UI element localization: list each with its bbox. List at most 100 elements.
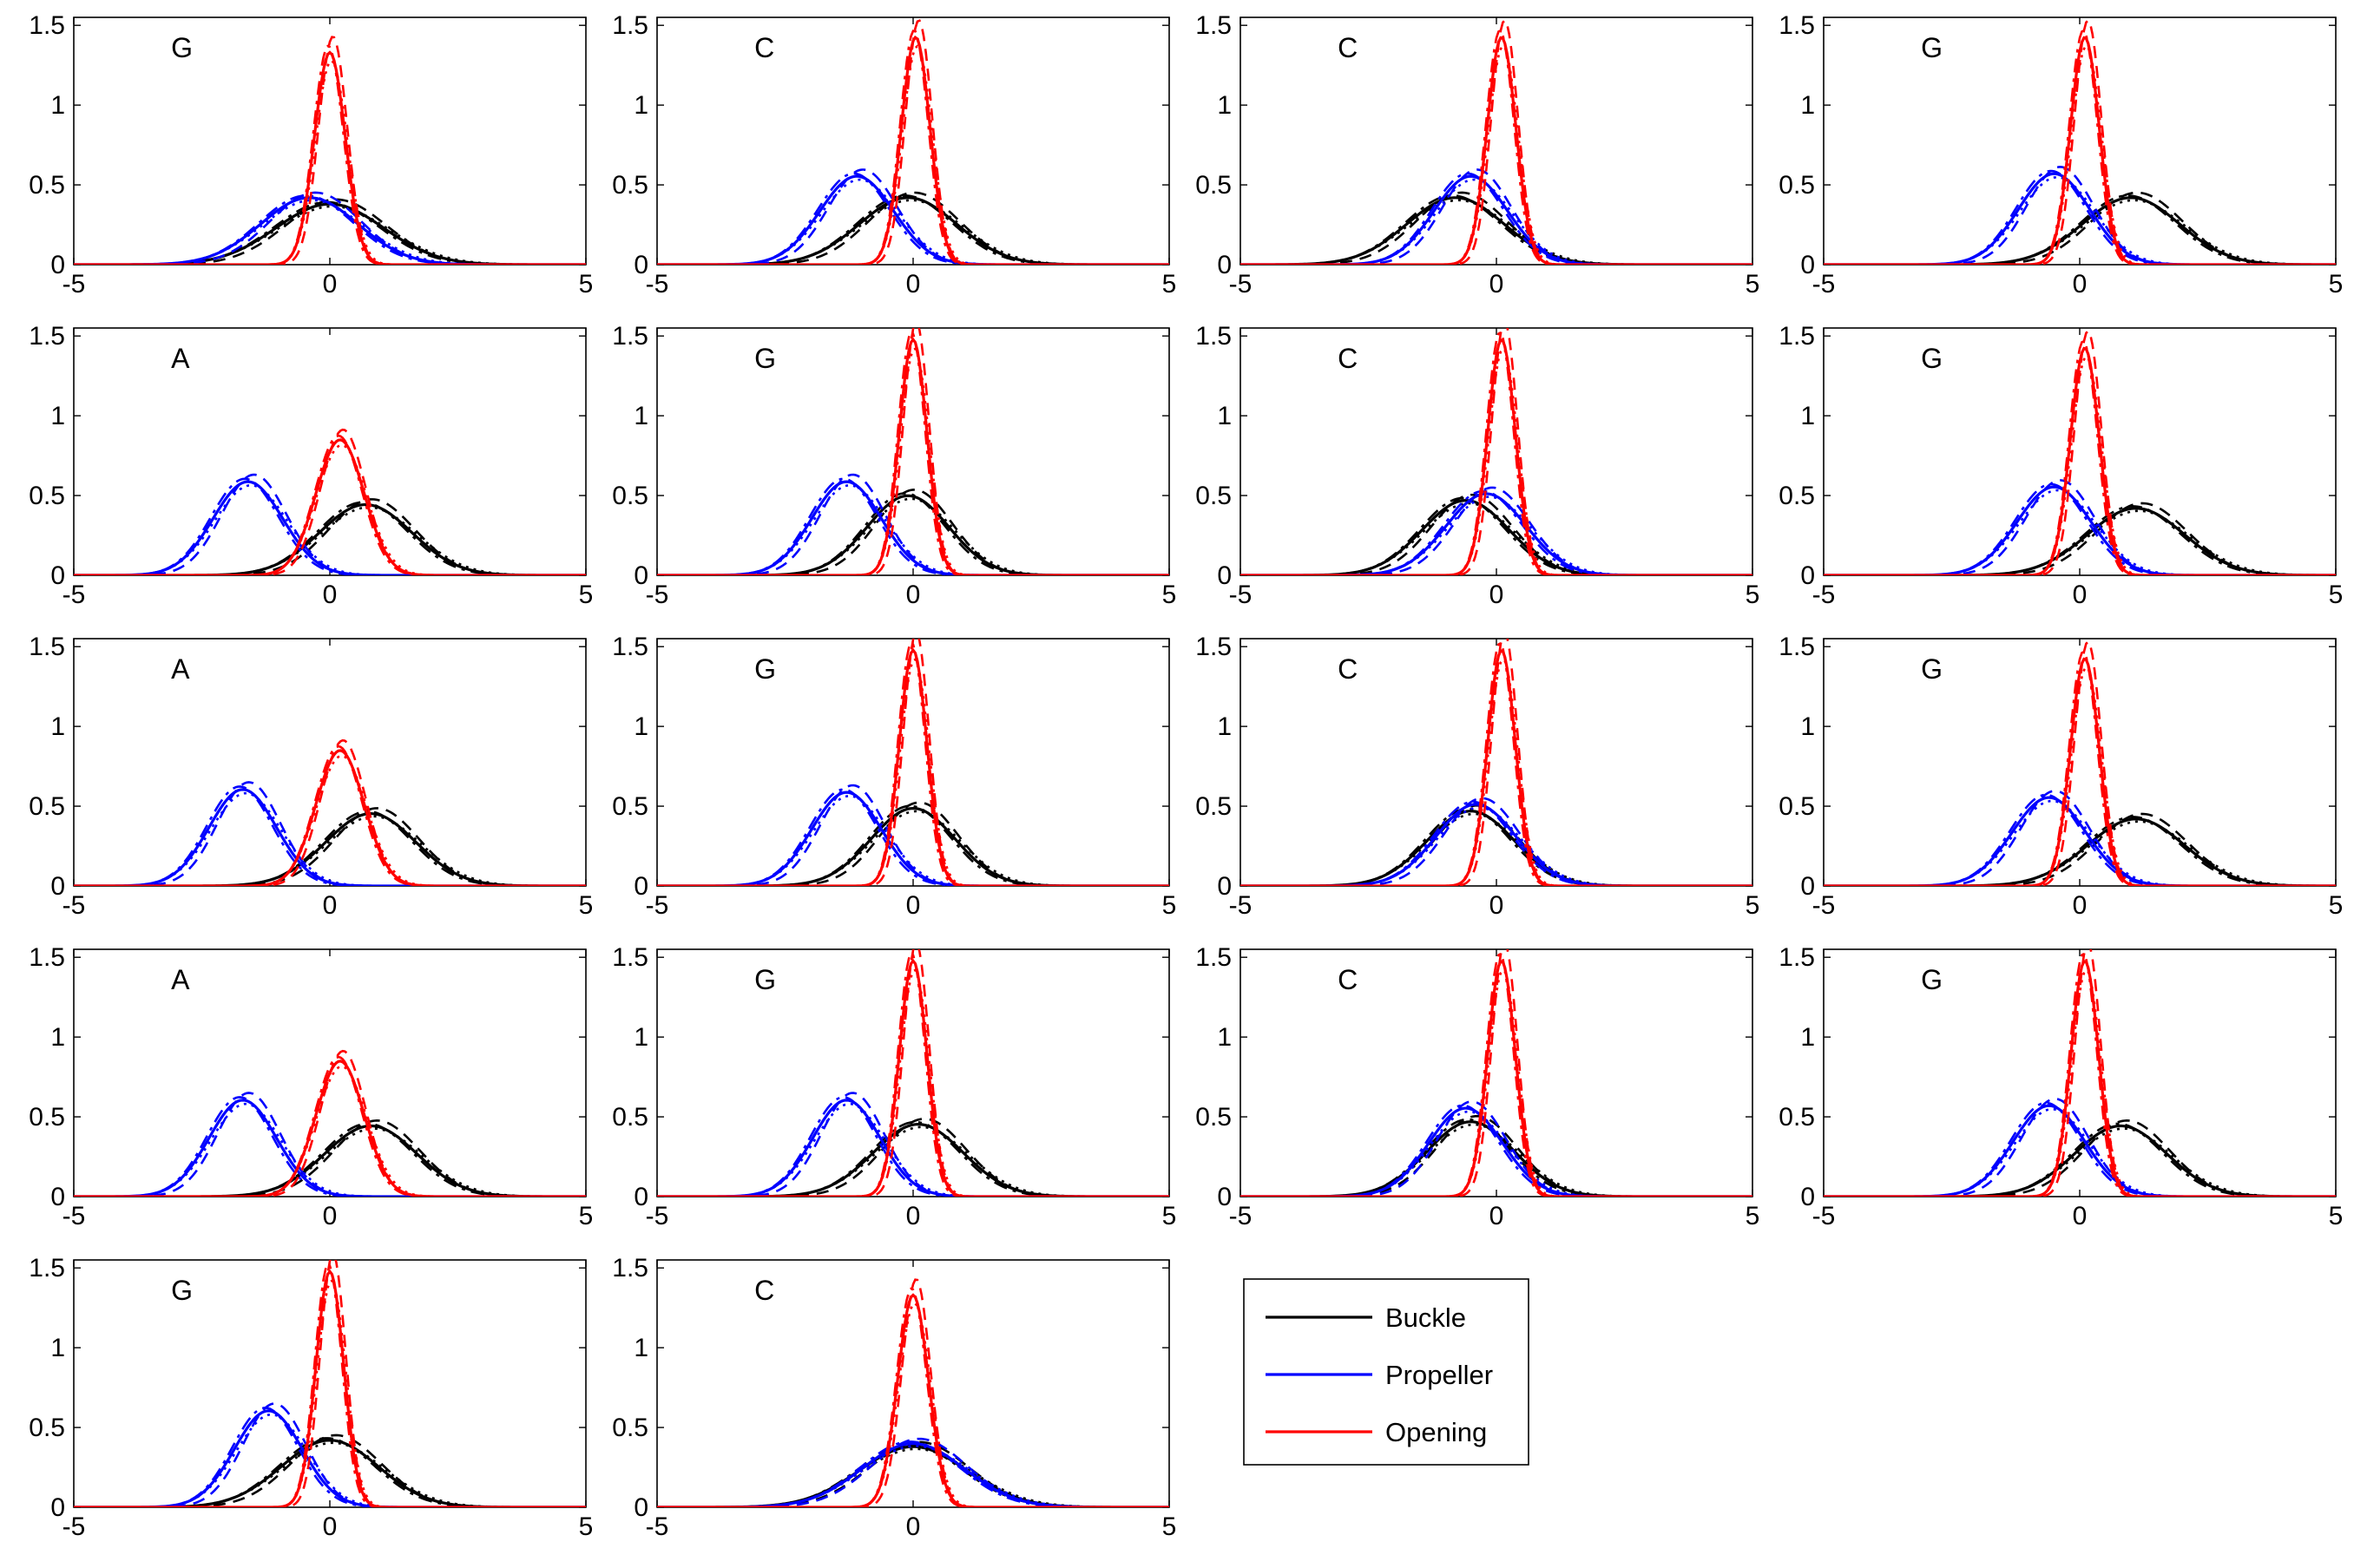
- series-opening-solid-line: [74, 1269, 586, 1507]
- panel-18: -5 0 500.511.5C: [612, 1254, 1176, 1541]
- y-tick-label: 0.5: [29, 792, 65, 821]
- panel-label: C: [754, 32, 774, 63]
- series-propeller-dotted-line: [74, 791, 586, 886]
- x-tick-label: 0: [323, 1202, 338, 1230]
- x-tick-label: 5: [1746, 1202, 1760, 1230]
- y-tick-label: 1.5: [612, 943, 648, 972]
- panel-1: -5 0 500.511.5G: [29, 11, 593, 299]
- y-tick-label: 1.5: [1195, 322, 1232, 351]
- series-opening-solid-line: [657, 958, 1169, 1197]
- x-tick-label: 5: [579, 581, 594, 609]
- x-tick-label: 0: [1489, 270, 1504, 299]
- y-tick-label: 1: [1800, 1023, 1815, 1052]
- x-tick-label: 0: [1489, 891, 1504, 920]
- x-tick-label: -5: [646, 270, 669, 299]
- series-opening-solid-line: [1240, 959, 1752, 1197]
- x-tick-label: 5: [1746, 581, 1760, 609]
- panel-label: A: [171, 964, 190, 995]
- series-buckle-dashed-line: [1824, 812, 2336, 886]
- y-tick-label: 1: [50, 1334, 65, 1362]
- series-opening-solid-line: [1824, 959, 2336, 1197]
- series-propeller-dash-dot-line: [657, 1440, 1169, 1507]
- legend-label-propeller: Propeller: [1385, 1360, 1493, 1390]
- curves: [74, 738, 586, 886]
- y-tick-label: 1: [50, 91, 65, 120]
- series-opening-solid-line: [1824, 657, 2336, 886]
- series-opening-solid-line: [1240, 338, 1752, 575]
- y-tick-label: 0: [50, 561, 65, 590]
- y-tick-label: 1.5: [612, 633, 648, 661]
- series-opening-dash-dot-line: [1824, 339, 2336, 575]
- y-tick-label: 1.5: [29, 1254, 65, 1283]
- x-tick-label: 5: [1746, 270, 1760, 299]
- y-tick-label: 0: [1800, 1183, 1815, 1211]
- x-tick-label: -5: [1229, 270, 1253, 299]
- panel-17: -5 0 500.511.5G: [29, 1254, 593, 1541]
- panels: -5 0 500.511.5G-5 0 500.511.5C-5 0 500.511.5C-…: [29, 11, 2343, 1541]
- legend-box: [1243, 1278, 1529, 1466]
- y-tick-label: 1: [50, 1023, 65, 1052]
- y-tick-label: 0: [634, 1183, 648, 1211]
- series-opening-dashed-line: [657, 1278, 1169, 1507]
- curves: [1240, 18, 1752, 265]
- panel-label: C: [1338, 653, 1358, 685]
- y-tick-label: 1: [50, 402, 65, 430]
- panel-5: -5 0 500.511.5A: [29, 322, 593, 609]
- y-tick-label: 1: [634, 1023, 648, 1052]
- curves: [74, 1049, 586, 1197]
- x-tick-label: 5: [1162, 891, 1177, 920]
- panel-13: -5 0 500.511.5A: [29, 943, 593, 1230]
- x-tick-label: 0: [1489, 1202, 1504, 1230]
- x-tick-label: 0: [323, 581, 338, 609]
- x-tick-label: 0: [323, 270, 338, 299]
- series-buckle-dash-dot-line: [1824, 194, 2336, 265]
- series-propeller-dotted-line: [1240, 495, 1752, 575]
- y-tick-label: 0.5: [1779, 482, 1815, 510]
- x-tick-label: 5: [2329, 581, 2344, 609]
- y-tick-label: 0: [50, 1493, 65, 1522]
- series-opening-dotted-line: [74, 1065, 586, 1197]
- y-tick-label: 0: [50, 872, 65, 901]
- panel-7: -5 0 500.511.5C: [1195, 322, 1759, 609]
- legend: Buckle Propeller Opening: [1243, 1278, 1529, 1466]
- y-tick-label: 0.5: [1195, 792, 1232, 821]
- series-propeller-solid-line: [74, 480, 586, 575]
- x-tick-label: 5: [1746, 891, 1760, 920]
- series-opening-dash-dot-line: [74, 1263, 586, 1507]
- y-tick-label: 0.5: [612, 482, 648, 510]
- panel-label: G: [1921, 343, 1943, 374]
- series-opening-dotted-line: [74, 443, 586, 575]
- x-tick-label: 0: [906, 891, 921, 920]
- series-propeller-dash-dot-line: [74, 194, 586, 265]
- y-tick-label: 0: [1800, 251, 1815, 279]
- x-tick-label: 5: [1162, 1202, 1177, 1230]
- panel-label: G: [1921, 964, 1943, 995]
- y-tick-label: 1.5: [1779, 11, 1815, 40]
- series-opening-solid-line: [1824, 36, 2336, 265]
- y-tick-label: 0: [634, 1493, 648, 1522]
- series-propeller-dash-dot-line: [1824, 482, 2336, 575]
- y-tick-label: 0: [1217, 1183, 1232, 1211]
- y-tick-label: 0.5: [1779, 1103, 1815, 1132]
- y-tick-label: 0.5: [612, 1414, 648, 1442]
- x-tick-label: 0: [906, 581, 921, 609]
- curves: [1824, 18, 2336, 265]
- x-tick-label: 5: [579, 1512, 594, 1541]
- series-propeller-dotted-line: [1824, 175, 2336, 265]
- x-tick-label: 0: [2073, 581, 2088, 609]
- y-tick-label: 1: [634, 402, 648, 430]
- y-tick-label: 0.5: [29, 482, 65, 510]
- y-tick-label: 0: [1217, 251, 1232, 279]
- x-tick-label: -5: [646, 1202, 669, 1230]
- y-tick-label: 1: [1217, 91, 1232, 120]
- y-tick-label: 0.5: [1195, 171, 1232, 200]
- panel-label: C: [1338, 343, 1358, 374]
- y-tick-label: 0.5: [1779, 171, 1815, 200]
- series-opening-dash-dot-line: [1824, 650, 2336, 886]
- y-tick-label: 1: [634, 1334, 648, 1362]
- y-tick-label: 1.5: [1779, 322, 1815, 351]
- x-tick-label: 5: [2329, 1202, 2344, 1230]
- series-opening-solid-line: [74, 50, 586, 265]
- panel-label: A: [171, 653, 190, 685]
